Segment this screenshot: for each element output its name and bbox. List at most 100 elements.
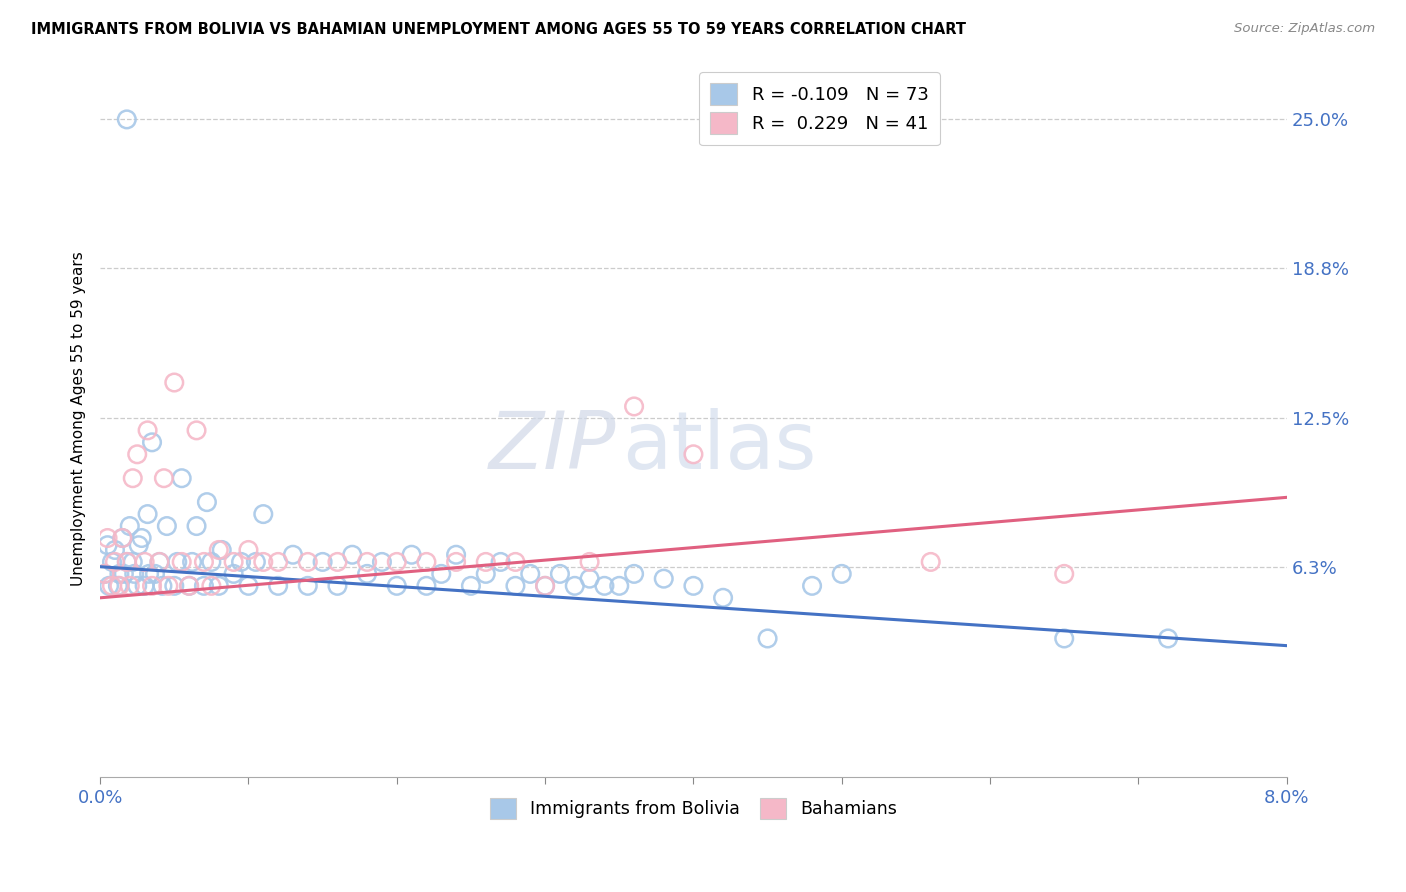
Point [101,555,124,569]
Point [623,400,645,414]
Point [252,555,274,569]
Point [222,555,245,569]
Point [401,548,423,562]
Point [211,543,233,558]
Point [115,112,138,127]
Point [297,579,319,593]
Point [148,555,170,569]
Point [170,471,193,485]
Point [156,519,179,533]
Point [118,579,141,593]
Point [141,579,163,593]
Point [104,555,127,569]
Point [96,538,118,552]
Point [444,555,467,569]
Point [163,376,186,390]
Point [548,566,571,581]
Point [170,555,193,569]
Point [474,566,496,581]
Point [193,555,215,569]
Point [127,447,149,461]
Point [623,566,645,581]
Point [534,579,557,593]
Point [134,555,156,569]
Point [186,519,208,533]
Text: ZIP: ZIP [489,409,616,486]
Point [578,572,600,586]
Point [108,579,131,593]
Point [136,423,159,437]
Point [104,543,127,558]
Point [371,555,394,569]
Point [356,555,378,569]
Point [831,566,853,581]
Point [534,579,557,593]
Point [756,632,779,646]
Point [430,566,453,581]
Point [222,566,245,581]
Point [505,555,527,569]
Point [208,543,231,558]
Point [415,579,437,593]
Point [607,579,630,593]
Point [128,538,150,552]
Point [200,555,222,569]
Point [111,531,134,545]
Point [118,519,141,533]
Point [148,555,170,569]
Point [311,555,333,569]
Point [415,555,437,569]
Point [578,555,600,569]
Point [1157,632,1180,646]
Point [326,579,349,593]
Point [519,566,541,581]
Point [115,555,138,569]
Point [111,531,134,545]
Point [652,572,675,586]
Point [143,566,166,581]
Point [711,591,734,605]
Point [141,435,163,450]
Point [98,579,121,593]
Legend: Immigrants from Bolivia, Bahamians: Immigrants from Bolivia, Bahamians [482,791,904,826]
Point [229,555,252,569]
Text: atlas: atlas [623,409,817,486]
Point [281,548,304,562]
Point [108,566,131,581]
Point [134,579,156,593]
Point [267,579,290,593]
Point [179,579,201,593]
Point [460,579,482,593]
Point [157,579,180,593]
Point [122,566,145,581]
Point [195,495,218,509]
Point [186,423,208,437]
Point [238,543,260,558]
Point [121,471,143,485]
Point [1053,632,1076,646]
Point [121,555,143,569]
Point [920,555,942,569]
Point [238,579,260,593]
Point [267,555,290,569]
Text: Source: ZipAtlas.com: Source: ZipAtlas.com [1234,22,1375,36]
Text: IMMIGRANTS FROM BOLIVIA VS BAHAMIAN UNEMPLOYMENT AMONG AGES 55 TO 59 YEARS CORRE: IMMIGRANTS FROM BOLIVIA VS BAHAMIAN UNEM… [31,22,966,37]
Point [193,579,215,593]
Point [356,566,378,581]
Point [96,531,118,545]
Point [136,507,159,521]
Point [163,579,186,593]
Point [245,555,267,569]
Point [138,566,160,581]
Point [152,579,174,593]
Point [93,566,115,581]
Y-axis label: Unemployment Among Ages 55 to 59 years: Unemployment Among Ages 55 to 59 years [72,251,86,586]
Point [474,555,496,569]
Point [208,579,231,593]
Point [115,555,138,569]
Point [297,555,319,569]
Point [131,531,153,545]
Point [153,471,176,485]
Point [801,579,824,593]
Point [444,548,467,562]
